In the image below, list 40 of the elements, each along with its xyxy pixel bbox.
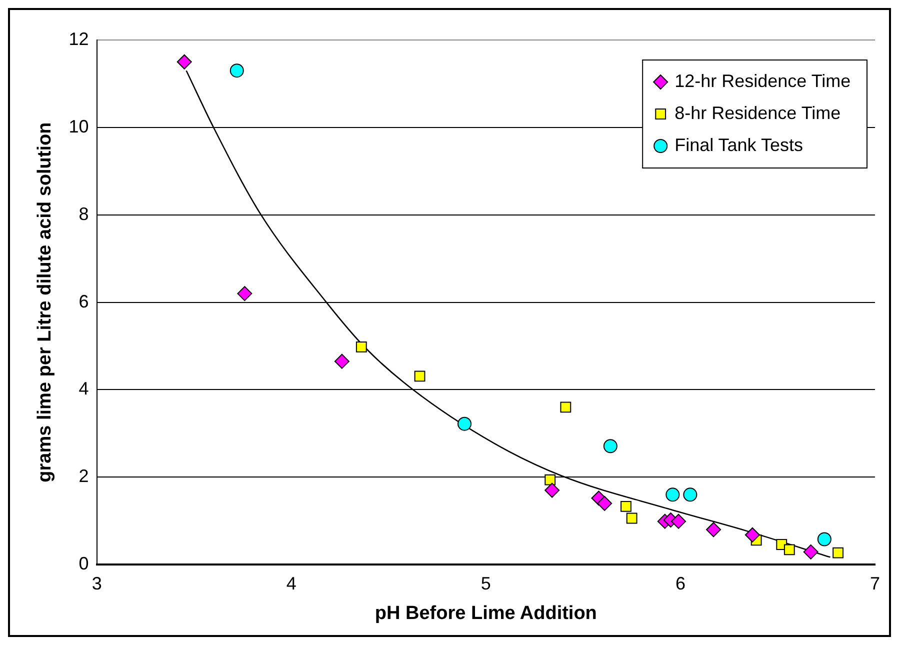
- point: [334, 354, 350, 369]
- point: [230, 64, 244, 78]
- point: [832, 547, 844, 558]
- point: [414, 370, 426, 382]
- point: [706, 522, 722, 538]
- x-tick-label: 5: [480, 573, 491, 594]
- x-axis-title: pH Before Lime Addition: [374, 602, 597, 624]
- point: [817, 532, 832, 546]
- x-tick-label: 7: [870, 573, 880, 594]
- x-tick-label: 3: [92, 573, 102, 594]
- point: [683, 488, 698, 502]
- y-axis-title: grams lime per Litre dilute acid solution: [34, 122, 56, 482]
- point: [356, 341, 367, 352]
- legend-label: 12-hr Residence Time: [674, 70, 851, 91]
- legend-label: Final Tank Tests: [674, 134, 803, 155]
- point: [176, 54, 192, 70]
- y-tick-label: 2: [78, 466, 89, 486]
- x-tick-label: 6: [675, 573, 686, 594]
- y-tick-label: 0: [78, 554, 89, 574]
- point: [784, 544, 795, 556]
- point: [237, 286, 252, 302]
- point: [744, 527, 760, 542]
- point: [544, 474, 556, 486]
- y-tick-label: 6: [78, 291, 89, 312]
- x-tick-label: 4: [286, 573, 296, 594]
- point: [666, 488, 680, 502]
- point: [626, 512, 638, 524]
- legend-label: 8-hr Residence Time: [674, 102, 841, 123]
- point: [603, 439, 618, 454]
- point: [458, 416, 472, 431]
- point: [560, 402, 572, 413]
- point: [803, 544, 818, 560]
- y-tick-label: 4: [78, 378, 89, 399]
- y-tick-label: 8: [78, 204, 89, 224]
- y-tick-label: 10: [68, 116, 89, 136]
- point: [620, 501, 632, 512]
- point: [671, 514, 686, 529]
- point: [544, 482, 560, 498]
- point: [597, 496, 612, 511]
- y-tick-label: 12: [68, 28, 89, 49]
